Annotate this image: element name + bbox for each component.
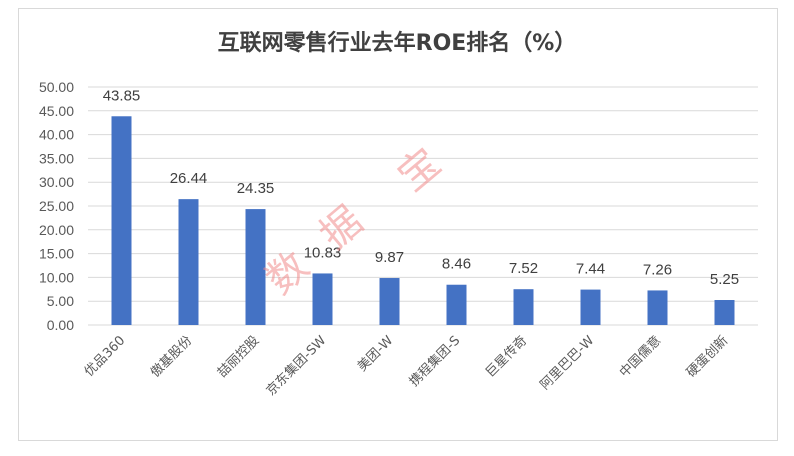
category-label: 优品360 xyxy=(82,333,129,380)
y-tick-label: 10.00 xyxy=(39,269,74,285)
bar-value-label: 26.44 xyxy=(170,170,208,187)
bar xyxy=(714,300,735,325)
category-label: 美团-W xyxy=(355,333,397,375)
y-tick-label: 50.00 xyxy=(39,79,74,95)
data-labels: 43.85 26.44 24.35 10.83 9.87 8.46 7.52 7.44 7.26… xyxy=(103,87,739,288)
bar xyxy=(647,290,668,325)
bar-value-label: 7.52 xyxy=(509,260,538,277)
category-label: 京东集团-SW xyxy=(263,332,329,398)
y-tick-label: 45.00 xyxy=(39,103,74,119)
bar-value-label: 43.85 xyxy=(103,87,141,104)
category-label: 携程集团-S xyxy=(406,333,463,390)
watermark-char: 宝 xyxy=(390,140,450,201)
bar xyxy=(178,199,199,325)
y-tick-label: 40.00 xyxy=(39,127,74,143)
bar xyxy=(446,284,467,325)
y-axis-tick-labels: 0.00 5.00 10.00 15.00 20.00 25.00 30.00 35.00 40… xyxy=(39,79,74,333)
watermark: 数据宝 xyxy=(258,140,450,304)
bars xyxy=(111,116,735,325)
bar-value-label: 8.46 xyxy=(442,256,471,273)
bar xyxy=(312,273,333,325)
category-label: 硬蛋创新 xyxy=(683,333,731,381)
bar xyxy=(379,278,400,325)
category-label: 巨星传奇 xyxy=(482,333,530,381)
chart-title: 互联网零售行业去年ROE排名（%） xyxy=(218,30,577,56)
bar-value-label: 24.35 xyxy=(237,180,275,197)
category-label: 阿里巴巴-W xyxy=(538,333,598,393)
bar xyxy=(245,209,266,325)
bar-value-label: 7.44 xyxy=(576,261,605,278)
bar-value-label: 10.83 xyxy=(304,244,342,261)
bar xyxy=(580,289,601,325)
bar-value-label: 9.87 xyxy=(375,249,404,266)
category-label: 中国儒意 xyxy=(616,333,664,381)
y-tick-label: 25.00 xyxy=(39,198,74,214)
y-tick-label: 0.00 xyxy=(47,317,74,333)
category-label: 傲基股份 xyxy=(148,333,195,380)
chart-frame xyxy=(18,8,778,441)
y-tick-label: 20.00 xyxy=(39,222,74,238)
category-label: 喆丽控股 xyxy=(215,333,262,380)
y-tick-label: 30.00 xyxy=(39,174,74,190)
bar xyxy=(513,289,534,325)
bar-value-label: 7.26 xyxy=(643,261,672,278)
bar xyxy=(111,116,132,325)
bar-value-label: 5.25 xyxy=(710,271,739,288)
y-tick-label: 5.00 xyxy=(47,293,74,309)
x-axis-category-labels: 优品360 傲基股份 喆丽控股 京东集团-SW 美团-W 携程集团-S 巨星传奇 阿里巴巴-W… xyxy=(82,332,732,398)
y-tick-label: 35.00 xyxy=(39,150,74,166)
y-tick-label: 15.00 xyxy=(39,246,74,262)
grid-lines xyxy=(88,86,758,326)
